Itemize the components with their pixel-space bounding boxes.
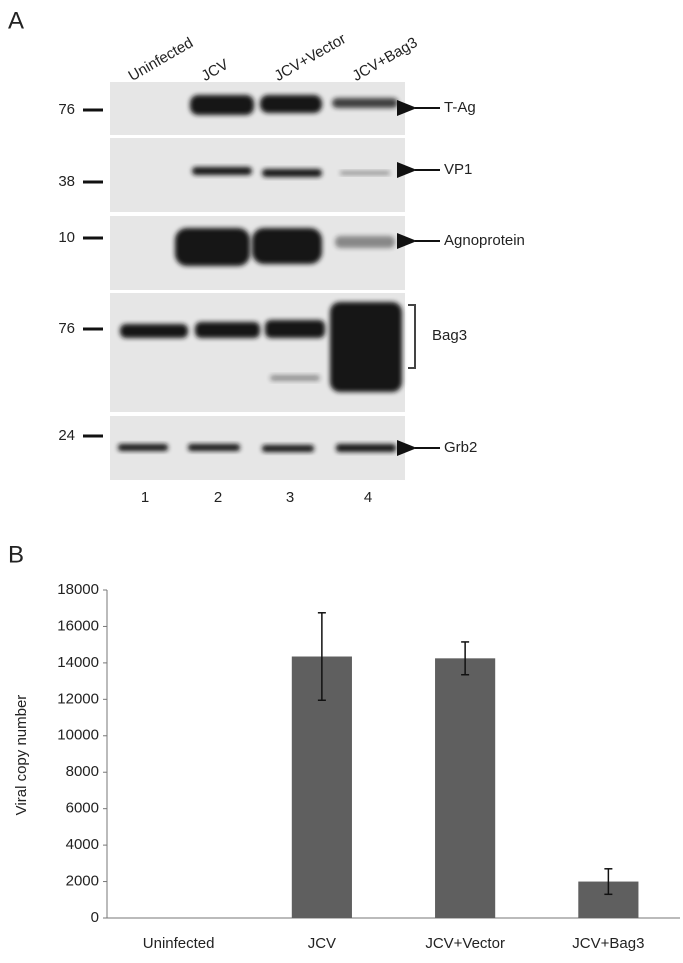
band xyxy=(335,236,395,248)
mw-marker: 24 xyxy=(58,427,75,444)
band xyxy=(270,375,320,381)
y-tick-label: 4000 xyxy=(66,836,99,853)
mw-marker: 76 xyxy=(58,101,75,118)
mw-marker: 10 xyxy=(58,229,75,246)
band xyxy=(265,320,325,338)
protein-label: T-Ag xyxy=(444,99,476,116)
y-tick-label: 18000 xyxy=(57,581,99,598)
band xyxy=(260,95,322,113)
x-tick-label: JCV+Vector xyxy=(425,935,505,952)
panel-label: B xyxy=(8,541,24,568)
panel-label: A xyxy=(8,7,24,34)
band xyxy=(262,169,322,177)
y-tick-label: 10000 xyxy=(57,727,99,744)
band xyxy=(188,444,240,451)
y-tick-label: 2000 xyxy=(66,873,99,890)
y-axis-label: Viral copy number xyxy=(13,695,30,816)
y-tick-label: 6000 xyxy=(66,800,99,817)
protein-labels: T-Ag VP1 Agnoprotein Bag3 Grb2 xyxy=(397,99,525,456)
lane-labels: Uninfected JCV JCV+Vector JCV+Bag3 xyxy=(125,30,420,85)
lane-number: 3 xyxy=(286,489,294,506)
band xyxy=(330,302,402,392)
lane-label: Uninfected xyxy=(125,34,196,85)
lane-number: 1 xyxy=(141,489,149,506)
bracket xyxy=(408,304,416,369)
band xyxy=(336,444,396,452)
band xyxy=(118,444,168,451)
protein-label: Agnoprotein xyxy=(444,232,525,249)
x-tick-label: Uninfected xyxy=(143,935,215,952)
band xyxy=(262,445,314,452)
protein-label: VP1 xyxy=(444,161,472,178)
x-tick-label: JCV xyxy=(308,935,336,952)
x-tick-label: JCV+Bag3 xyxy=(572,935,644,952)
band xyxy=(340,171,390,175)
band xyxy=(190,95,254,115)
band xyxy=(195,322,260,338)
band xyxy=(332,98,398,108)
lane-number: 2 xyxy=(214,489,222,506)
lane-label: JCV xyxy=(198,56,231,85)
band xyxy=(175,228,250,266)
band xyxy=(252,228,322,264)
lane-number: 4 xyxy=(364,489,372,506)
y-tick-label: 8000 xyxy=(66,763,99,780)
band xyxy=(192,167,252,175)
mw-marker: 76 xyxy=(58,320,75,337)
lane-label: JCV+Vector xyxy=(271,30,348,85)
protein-label: Grb2 xyxy=(444,439,477,456)
bar xyxy=(435,658,496,918)
y-tick-label: 14000 xyxy=(57,654,99,671)
band xyxy=(120,324,188,338)
lane-numbers: 1 2 3 4 xyxy=(141,489,372,506)
lane-label: JCV+Bag3 xyxy=(349,34,420,85)
markers: 76 38 10 76 24 xyxy=(58,101,103,444)
protein-label: Bag3 xyxy=(432,327,467,344)
mw-marker: 38 xyxy=(58,173,75,190)
blots xyxy=(110,82,405,480)
y-tick-label: 12000 xyxy=(57,690,99,707)
blot-strip xyxy=(110,82,405,135)
y-tick-label: 0 xyxy=(91,909,99,926)
y-tick-label: 16000 xyxy=(57,617,99,634)
